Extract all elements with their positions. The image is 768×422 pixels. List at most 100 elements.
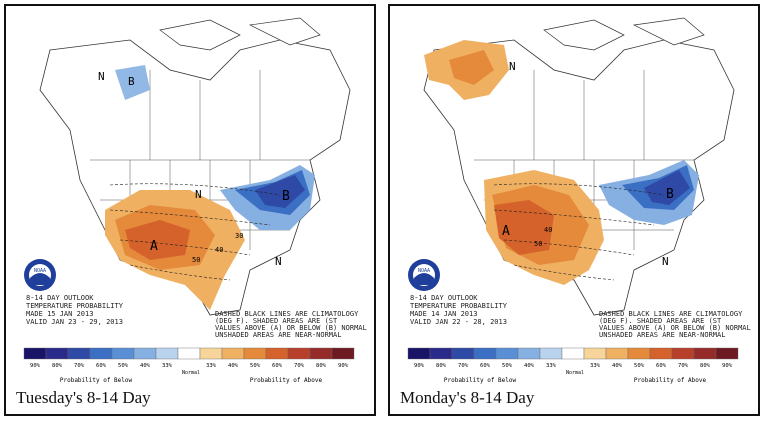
- legend-below-4-swatch: [495, 347, 519, 360]
- legend-below-1-label: 80%: [52, 363, 63, 369]
- arctic-islands: [159, 17, 321, 51]
- map-label-below-alaska: B: [128, 75, 135, 88]
- contour-label-2: 50: [534, 240, 542, 248]
- contour-label-2: 40: [215, 246, 223, 254]
- legend-above-4-swatch: [671, 347, 695, 360]
- map-label-above-west: A: [502, 224, 510, 239]
- legend-above-6-label: 90%: [722, 363, 733, 369]
- probability-legend: 90% 80% 70% 60% 50% 40% 33% 33% 40% 50% 60% 70% 80% 9…: [407, 347, 739, 384]
- legend-below-3-swatch: [473, 347, 497, 360]
- legend-normal-swatch: [561, 347, 585, 360]
- temperature-outlook-map: N B N A B N 30 40 50 NOAA 8-14 DAY OUTLO…: [24, 17, 367, 339]
- svg-text:VALUES ABOVE (A) OR BELOW (B): VALUES ABOVE (A) OR BELOW (B) NORMAL: [599, 324, 751, 332]
- map-label-normal-alaska: N: [98, 70, 105, 83]
- legend-below-5-swatch: [517, 347, 541, 360]
- climatology-lines: [493, 183, 665, 281]
- temperature-outlook-map: N A B N 40 50 NOAA 8-14 DAY OUTLOOK TEMP…: [408, 17, 751, 339]
- probability-legend: 90% 80% 70% 60% 50% 40% 33% 33% 40% 50% 60% 70% 80% 9…: [23, 347, 355, 384]
- panel-caption: Tuesday's 8-14 Day: [16, 388, 151, 407]
- svg-text:UNSHADED AREAS ARE NEAR-NORMAL: UNSHADED AREAS ARE NEAR-NORMAL: [599, 331, 725, 339]
- svg-text:NOAA: NOAA: [34, 268, 46, 274]
- svg-text:DASHED BLACK LINES ARE CLIMATO: DASHED BLACK LINES ARE CLIMATOLOGY: [599, 310, 743, 318]
- legend-below-4-label: 50%: [502, 363, 513, 369]
- legend-below-0-swatch: [407, 347, 431, 360]
- legend-below-0-label: 90%: [30, 363, 41, 369]
- map-label-normal-north: N: [509, 60, 516, 73]
- legend-above-3-swatch: [649, 347, 673, 360]
- legend-below-2-label: 70%: [458, 363, 469, 369]
- svg-text:VALUES ABOVE (A) OR BELOW (B): VALUES ABOVE (A) OR BELOW (B) NORMAL: [215, 324, 367, 332]
- arctic-islands: [543, 17, 705, 51]
- legend-below-5-label: 40%: [140, 363, 151, 369]
- legend-below-label: Probability of Below: [60, 377, 133, 384]
- legend-above-6-swatch: [715, 347, 739, 360]
- legend-above-1-label: 40%: [228, 363, 239, 369]
- legend-above-1-label: 40%: [612, 363, 623, 369]
- monday-outlook-panel: N A B N 40 50 NOAA 8-14 DAY OUTLOOK TEMP…: [388, 4, 760, 416]
- legend-normal-label: Normal: [182, 370, 200, 376]
- alaska-above-core: [449, 50, 494, 85]
- map-label-below-east: B: [666, 187, 674, 202]
- outlook-text: 8-14 DAY OUTLOOK TEMPERATURE PROBABILITY…: [26, 294, 124, 326]
- legend-above-3-swatch: [265, 347, 289, 360]
- contour-label-3: 50: [192, 256, 200, 264]
- legend-above-label: Probability of Above: [634, 377, 707, 384]
- legend-above-label: Probability of Above: [250, 377, 323, 384]
- map-label-normal-south: N: [662, 255, 669, 268]
- legend-above-5-label: 80%: [700, 363, 711, 369]
- svg-text:(DEG F). SHADED AREAS ARE (ST: (DEG F). SHADED AREAS ARE (ST: [599, 317, 722, 325]
- legend-below-4-swatch: [111, 347, 135, 360]
- legend-swatches: 90% 80% 70% 60% 50% 40% 33% 33% 40% 50% 60% 70% 80% 9…: [407, 347, 739, 369]
- alaska-below-area: [115, 65, 150, 100]
- above-normal-peak: [494, 200, 554, 255]
- map-label-normal-central: N: [195, 188, 202, 201]
- legend-above-4-label: 70%: [294, 363, 305, 369]
- climatology-note: DASHED BLACK LINES ARE CLIMATOLOGY (DEG …: [215, 310, 367, 339]
- legend-above-0-swatch: [199, 347, 223, 360]
- legend-below-0-label: 90%: [414, 363, 425, 369]
- map-label-normal-south: N: [275, 255, 282, 268]
- contour-label-1: 40: [544, 226, 552, 234]
- legend-above-4-swatch: [287, 347, 311, 360]
- svg-text:VALID JAN 23 - 29, 2013: VALID JAN 23 - 29, 2013: [26, 318, 123, 326]
- below-normal-peak: [644, 170, 690, 205]
- legend-above-0-label: 33%: [590, 363, 601, 369]
- climatology-note: DASHED BLACK LINES ARE CLIMATOLOGY (DEG …: [599, 310, 751, 339]
- legend-below-5-swatch: [133, 347, 157, 360]
- legend-above-6-label: 90%: [338, 363, 349, 369]
- svg-text:TEMPERATURE PROBABILITY: TEMPERATURE PROBABILITY: [26, 302, 124, 310]
- svg-text:8-14 DAY OUTLOOK: 8-14 DAY OUTLOOK: [26, 294, 94, 302]
- below-normal-peak: [255, 175, 305, 208]
- legend-above-3-label: 60%: [656, 363, 667, 369]
- svg-text:MADE 14 JAN 2013: MADE 14 JAN 2013: [410, 310, 477, 318]
- panel-caption: Monday's 8-14 Day: [400, 388, 535, 407]
- legend-above-2-label: 50%: [634, 363, 645, 369]
- legend-below-6-swatch: [155, 347, 179, 360]
- svg-text:MADE 15 JAN 2013: MADE 15 JAN 2013: [26, 310, 93, 318]
- legend-above-0-label: 33%: [206, 363, 217, 369]
- legend-above-2-label: 50%: [250, 363, 261, 369]
- legend-below-3-swatch: [89, 347, 113, 360]
- noaa-logo: NOAA: [408, 259, 440, 291]
- climatology-lines: [109, 183, 281, 281]
- contour-label-1: 30: [235, 232, 243, 240]
- legend-below-1-swatch: [45, 347, 69, 360]
- legend-above-1-swatch: [221, 347, 245, 360]
- legend-normal-label: Normal: [566, 370, 584, 376]
- noaa-logo: NOAA: [24, 259, 56, 291]
- outlook-text: 8-14 DAY OUTLOOK TEMPERATURE PROBABILITY…: [410, 294, 508, 326]
- legend-above-5-swatch: [693, 347, 717, 360]
- legend-below-1-label: 80%: [436, 363, 447, 369]
- legend-below-1-swatch: [429, 347, 453, 360]
- legend-above-6-swatch: [331, 347, 355, 360]
- tuesday-outlook-panel: N B N A B N 30 40 50 NOAA 8-14 DAY OUTLO…: [4, 4, 376, 416]
- above-normal-peak: [125, 220, 190, 260]
- legend-below-2-swatch: [67, 347, 91, 360]
- legend-below-6-label: 33%: [162, 363, 173, 369]
- legend-normal-swatch: [177, 347, 201, 360]
- legend-below-2-swatch: [451, 347, 475, 360]
- legend-above-0-swatch: [583, 347, 607, 360]
- legend-above-5-label: 80%: [316, 363, 327, 369]
- legend-swatches: 90% 80% 70% 60% 50% 40% 33% 33% 40% 50% 60% 70% 80% 9…: [23, 347, 355, 369]
- legend-below-label: Probability of Below: [444, 377, 517, 384]
